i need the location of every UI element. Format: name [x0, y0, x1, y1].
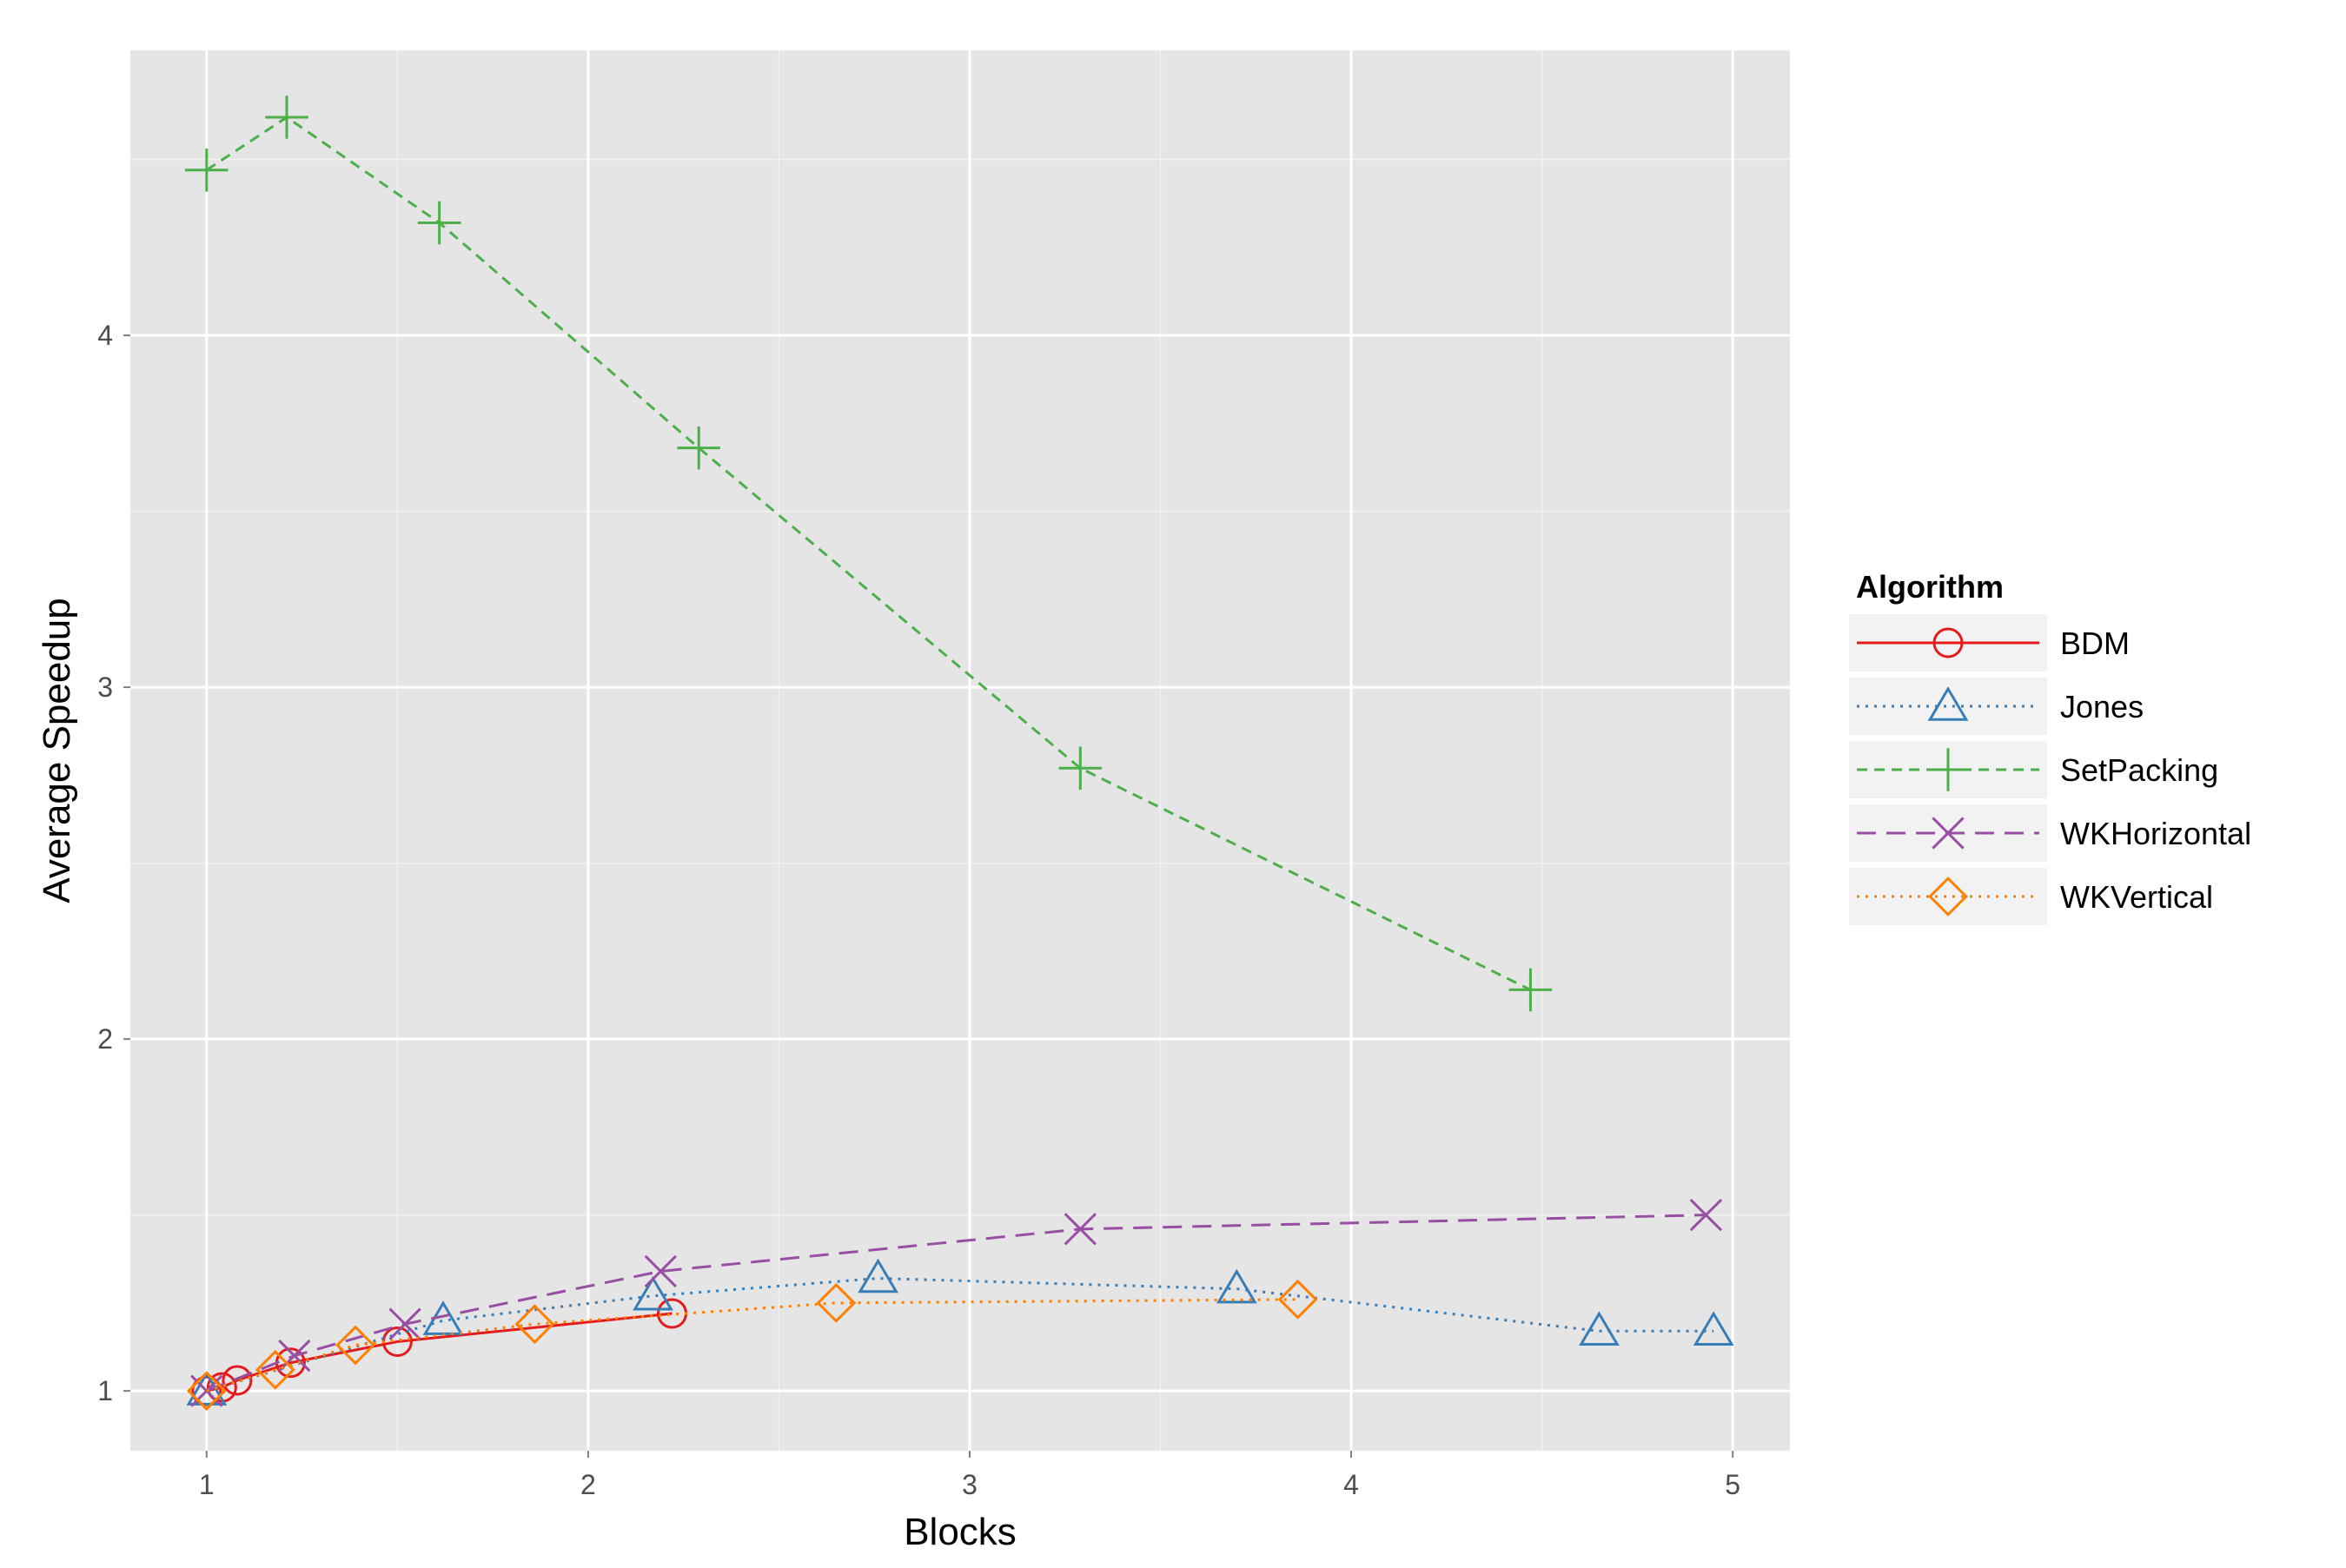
legend-label: BDM — [2060, 625, 2130, 661]
legend-key-marker — [1926, 748, 1970, 791]
x-tick-label: 1 — [199, 1469, 215, 1500]
legend-key-marker — [1932, 627, 1964, 658]
legend-label: SetPacking — [2060, 752, 2218, 788]
legend-title: Algorithm — [1856, 569, 2004, 605]
x-tick-label: 4 — [1343, 1469, 1359, 1500]
series-bdm — [191, 1298, 687, 1406]
legend-key — [1847, 866, 2049, 927]
data-point-wkhorizontal — [1064, 1213, 1097, 1246]
data-point-jones — [1579, 1311, 1620, 1346]
legend-item-bdm: BDM — [1847, 612, 2130, 673]
legend-key — [1847, 676, 2049, 737]
data-point-wkvertical — [816, 1282, 857, 1323]
series-line-wkhorizontal — [206, 1214, 1706, 1393]
series-wkvertical — [186, 1279, 1318, 1412]
series-layer — [185, 96, 1734, 1412]
data-point-setpacking — [677, 426, 721, 470]
data-point-wkvertical — [186, 1371, 227, 1412]
x-tick-label: 5 — [1725, 1469, 1740, 1500]
data-point-setpacking — [265, 96, 308, 139]
data-point-wkvertical — [255, 1349, 295, 1390]
data-point-jones — [858, 1258, 899, 1293]
grid-layer — [130, 50, 1790, 1451]
legend-item-wkhorizontal: WKHorizontal — [1847, 803, 2251, 863]
legend: Algorithm BDM Jones SetPacking WKHorizontal… — [1847, 569, 2251, 927]
data-point-bdm — [222, 1365, 253, 1396]
legend-label: WKHorizontal — [2060, 816, 2251, 851]
legend-item-jones: Jones — [1847, 676, 2144, 737]
data-point-setpacking — [185, 148, 229, 192]
x-tick-label: 3 — [962, 1469, 978, 1500]
data-point-wkhorizontal — [644, 1254, 677, 1288]
data-point-jones — [1216, 1268, 1257, 1304]
data-point-setpacking — [1508, 968, 1553, 1012]
data-point-wkvertical — [335, 1325, 375, 1366]
legend-item-setpacking: SetPacking — [1847, 739, 2218, 800]
data-point-wkvertical — [1277, 1279, 1318, 1320]
data-point-wkhorizontal — [1689, 1198, 1723, 1232]
data-point-wkhorizontal — [388, 1307, 421, 1340]
y-axis-title: Average Speedup — [36, 598, 78, 903]
legend-key-marker — [1928, 877, 1968, 916]
data-point-setpacking — [1058, 746, 1103, 791]
data-point-jones — [633, 1275, 673, 1311]
data-point-jones — [1693, 1311, 1734, 1346]
axis-layer: 1 2 3 4 5 1 2 3 4 — [97, 320, 1740, 1500]
legend-item-wkvertical: WKVertical — [1847, 866, 2213, 927]
series-line-setpacking — [205, 116, 1532, 991]
y-tick-label: 3 — [97, 672, 113, 703]
x-axis-title: Blocks — [904, 1511, 1017, 1553]
plot-panel — [130, 50, 1790, 1451]
x-tick-label: 2 — [580, 1469, 596, 1500]
data-point-wkhorizontal — [278, 1339, 311, 1373]
legend-label: Jones — [2060, 689, 2144, 724]
data-point-setpacking — [417, 201, 461, 245]
y-tick-label: 4 — [97, 320, 113, 351]
legend-key-marker — [1927, 686, 1969, 721]
y-tick-label: 2 — [97, 1023, 113, 1055]
y-tick-label: 1 — [97, 1375, 113, 1406]
data-point-wkvertical — [514, 1304, 555, 1345]
series-setpacking — [185, 96, 1553, 1012]
legend-key-marker — [1932, 817, 1965, 850]
legend-label: WKVertical — [2060, 879, 2213, 915]
